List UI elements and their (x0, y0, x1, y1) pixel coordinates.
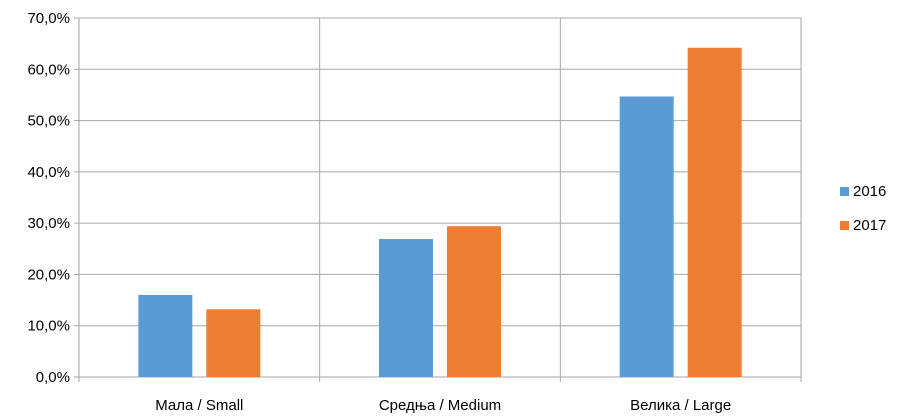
bar-2017-0 (206, 309, 261, 377)
x-tick-label: Мала / Small (155, 397, 243, 414)
legend-swatch-2016 (840, 186, 849, 196)
x-axis: Мала / Small Средња / Medium Велика / Larg… (78, 377, 802, 414)
bar-2017-1 (447, 226, 501, 377)
legend-label-2017: 2017 (853, 216, 887, 234)
x-tick-label: Средња / Medium (379, 397, 501, 414)
legend-item-2017: 2017 (840, 215, 886, 235)
bars (138, 47, 742, 378)
bar-2016-1 (379, 239, 433, 377)
legend: 2016 2017 (840, 181, 886, 249)
legend-swatch-2017 (840, 220, 849, 230)
y-tick-label: 0,0% (36, 369, 70, 386)
y-tick-label: 20,0% (27, 266, 70, 283)
y-tick-label: 10,0% (27, 318, 70, 335)
bar-2016-2 (619, 96, 674, 378)
y-tick-label: 60,0% (27, 61, 70, 78)
bar-2017-2 (687, 47, 742, 377)
y-tick-label: 30,0% (27, 215, 70, 232)
y-tick-label: 70,0% (27, 10, 70, 27)
bar-2016-0 (138, 294, 193, 377)
y-tick-label: 50,0% (27, 113, 70, 130)
x-tick-label: Велика / Large (630, 397, 731, 414)
y-tick-label: 40,0% (27, 164, 70, 181)
gridlines (78, 17, 802, 378)
y-axis: 0,0% 10,0% 20,0% 30,0% 40,0% 50,0% 60,0% 70,0% (27, 10, 79, 386)
legend-item-2016: 2016 (840, 181, 886, 201)
legend-label-2016: 2016 (853, 182, 887, 200)
